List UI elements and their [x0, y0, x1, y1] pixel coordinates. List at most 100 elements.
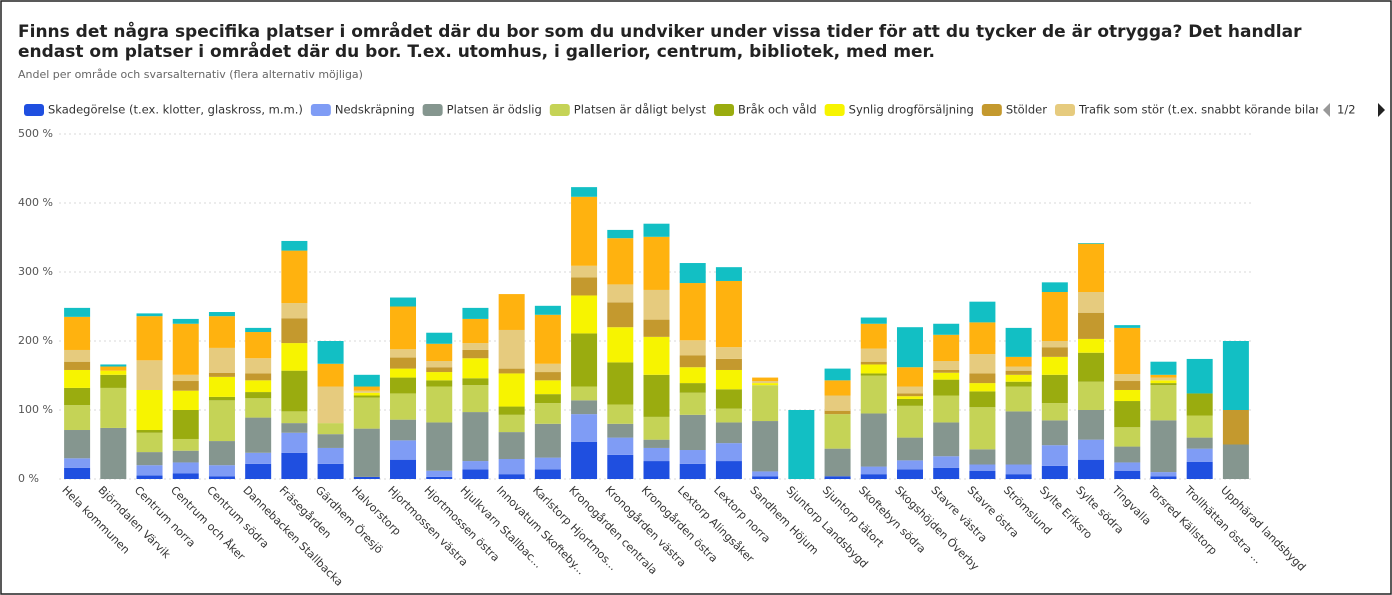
bar-segment: [571, 265, 598, 278]
bar-segment: [426, 343, 453, 362]
bar-segment: [1041, 420, 1068, 446]
legend-label: Stölder: [1006, 103, 1047, 117]
bar-segment: [933, 422, 960, 457]
bar-segment: [534, 403, 561, 424]
bar-segment: [933, 334, 960, 362]
bar-segment: [643, 439, 670, 448]
bar-segment: [715, 461, 742, 479]
bar-segment: [643, 223, 670, 237]
bar-segment: [462, 349, 489, 359]
bar-segment: [824, 476, 851, 479]
bar-segment: [571, 295, 598, 334]
bar-segment: [1150, 374, 1177, 378]
bar-segment: [353, 390, 380, 393]
bar-segment: [426, 470, 453, 477]
bar-segment: [172, 374, 199, 382]
bar-segment: [1150, 380, 1177, 384]
bar-segment: [860, 474, 887, 479]
bar-segment: [824, 380, 851, 396]
bar-segment: [136, 432, 163, 453]
bar-segment: [426, 332, 453, 344]
bar-segment: [896, 393, 923, 397]
bar-segment: [1078, 439, 1105, 460]
bar-segment: [969, 354, 996, 374]
bar-segment: [64, 307, 91, 317]
bar-segment: [896, 327, 923, 368]
bar-segment: [643, 461, 670, 479]
bar-segment: [969, 391, 996, 408]
bar-segment: [571, 196, 598, 266]
bar-segment: [245, 373, 272, 381]
bar-segment: [896, 405, 923, 438]
bar-segment: [933, 369, 960, 373]
bar-segment: [390, 440, 417, 460]
bar-segment: [353, 392, 380, 396]
legend-swatch: [549, 104, 570, 116]
bar-segment: [426, 476, 453, 479]
bar-segment: [969, 301, 996, 323]
bar-segment: [752, 377, 779, 382]
bar-segment: [64, 369, 91, 388]
bar-segment: [933, 323, 960, 335]
bar-segment: [426, 372, 453, 381]
legend-prev[interactable]: [1323, 103, 1330, 117]
bar-segment: [534, 314, 561, 364]
bar-segment: [933, 379, 960, 396]
bar-segment: [1114, 374, 1141, 382]
bar-segment: [1150, 383, 1177, 386]
bar-segment: [390, 419, 417, 441]
legend-swatch: [981, 104, 1002, 116]
bar-segment: [64, 467, 91, 479]
bar-segment: [896, 396, 923, 399]
bar-segment: [860, 373, 887, 376]
bar-segment: [281, 250, 308, 304]
bar-segment: [969, 373, 996, 384]
bar-segment: [426, 380, 453, 387]
bar-segment: [1222, 410, 1249, 445]
legend-swatch: [1054, 104, 1075, 116]
y-tick-label: 500 %: [18, 127, 53, 140]
bar-segment: [208, 376, 235, 397]
bar-segment: [64, 316, 91, 350]
bar-segment: [534, 380, 561, 395]
bar-segment: [534, 305, 561, 315]
bar-segment: [607, 454, 634, 479]
bar-segment: [896, 460, 923, 470]
bar-segment: [1114, 401, 1141, 428]
bar-segment: [1114, 381, 1141, 390]
bar-segment: [679, 355, 706, 368]
bar-segment: [317, 363, 344, 387]
bar-segment: [317, 341, 344, 364]
bar-segment: [1222, 341, 1249, 410]
bar-segment: [245, 452, 272, 464]
bar-segment: [607, 284, 634, 303]
bar-segment: [643, 319, 670, 337]
bar-segment: [752, 383, 779, 386]
bar-segment: [317, 463, 344, 479]
y-tick-label: 100 %: [18, 403, 53, 416]
bar-segment: [824, 395, 851, 411]
bar-segment: [860, 375, 887, 414]
bar-segment: [281, 370, 308, 412]
bar-segment: [1150, 377, 1177, 381]
bar-segment: [498, 329, 525, 369]
bar-segment: [860, 413, 887, 467]
bar-segment: [353, 386, 380, 391]
bar-segment: [534, 423, 561, 458]
bar-segment: [1186, 358, 1213, 394]
bar-segment: [462, 469, 489, 479]
bar-segment: [498, 414, 525, 433]
bar-segment: [1186, 393, 1213, 416]
bar-segment: [498, 474, 525, 479]
bar-segment: [390, 297, 417, 307]
bar-segment: [860, 364, 887, 374]
bar-segment: [860, 317, 887, 324]
bar-segment: [534, 469, 561, 479]
legend-next[interactable]: [1378, 103, 1385, 117]
bar-segment: [390, 368, 417, 378]
legend-swatch: [310, 104, 331, 116]
bar-segment: [208, 312, 235, 317]
bar-segment: [715, 443, 742, 462]
bar-segment: [933, 456, 960, 468]
bar-segment: [1078, 243, 1105, 244]
